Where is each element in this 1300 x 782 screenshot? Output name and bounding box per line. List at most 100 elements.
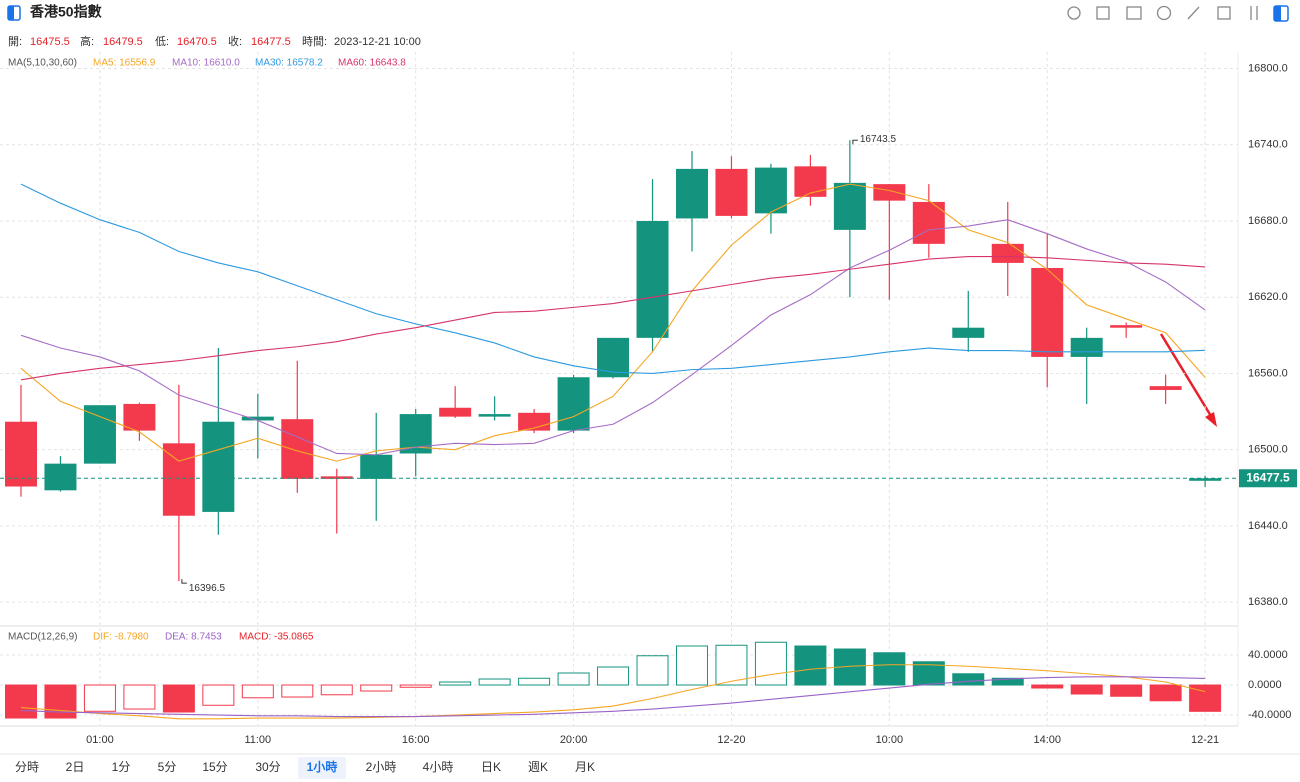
tab[interactable]: 5分 [158, 760, 177, 774]
y-tick-label: 16800.0 [1248, 62, 1288, 74]
candle-body [794, 166, 827, 197]
x-tick-label: 16:00 [402, 734, 430, 746]
macd-bar [83, 684, 116, 712]
legend-entry: MA5: 16556.9 [93, 58, 156, 69]
y-tick-label: 16500.0 [1248, 444, 1288, 456]
macd-bar [952, 673, 985, 686]
refresh-icon[interactable] [1067, 6, 1081, 20]
x-tick-label: 20:00 [560, 734, 588, 746]
candle-body [5, 421, 37, 487]
x-tick-label: 11:00 [244, 734, 271, 746]
info-value: 16477.5 [251, 36, 291, 48]
legend-entry: MA10: 16610.0 [172, 58, 240, 69]
candle-body [439, 407, 472, 417]
grid-icon[interactable] [1217, 6, 1231, 20]
macd-bar [912, 661, 945, 686]
layout-icon-fill[interactable] [1274, 6, 1281, 21]
candle-body [478, 414, 511, 417]
macd-title: MACD(12,26,9) [8, 632, 77, 643]
candle-body [360, 454, 393, 479]
toolbar[interactable] [1067, 5, 1289, 22]
annotation-arrow-head [1205, 412, 1217, 427]
macd-bar [123, 684, 156, 710]
candle-body [320, 476, 353, 479]
macd-legend: DIF: -8.7980 [93, 632, 149, 643]
candle-body [715, 168, 748, 216]
x-tick-label: 10:00 [876, 734, 904, 746]
y-tick-label: 16740.0 [1248, 139, 1288, 151]
macd-bar [518, 677, 551, 686]
tab[interactable]: 4小時 [423, 760, 454, 774]
macd-bar [162, 684, 195, 713]
candle-body [44, 463, 77, 491]
candle-body [557, 377, 590, 431]
price-tag [1239, 469, 1297, 488]
y-tick-label: 16560.0 [1248, 367, 1288, 379]
candle-body [675, 168, 708, 219]
info-label: 時間: [302, 35, 327, 48]
macd-bar [5, 684, 37, 719]
macd-bar [241, 684, 274, 699]
draw-icon[interactable] [1096, 6, 1110, 20]
dif-line [20, 664, 1206, 720]
tab[interactable]: 15分 [202, 760, 227, 774]
percent-icon[interactable] [1187, 6, 1200, 20]
macd-bar [557, 672, 590, 686]
macd-bar [202, 684, 235, 706]
macd-bar [1110, 684, 1143, 697]
candle-body [1070, 337, 1103, 357]
candle-body [1110, 325, 1143, 328]
candle-body [912, 201, 945, 244]
title: 香港50指數 [29, 4, 102, 20]
macd-bar [281, 684, 314, 698]
x-tick-label: 14:00 [1033, 734, 1061, 746]
y-tick-label: 16380.0 [1248, 596, 1288, 608]
tab[interactable]: 2小時 [366, 760, 397, 774]
macd-bar [320, 684, 353, 696]
marker-arrow [852, 139, 858, 145]
ma-line [20, 183, 1206, 374]
candle-body [202, 421, 235, 512]
macd-tick-label: 0.0000 [1248, 679, 1282, 691]
candle-body [1149, 386, 1182, 390]
macd-bar [873, 652, 906, 686]
candle-body [1031, 267, 1064, 357]
legend-entry: MA30: 16578.2 [255, 58, 323, 69]
tab[interactable]: 1分 [112, 760, 131, 774]
info-value: 16470.5 [177, 36, 217, 48]
ma-line [20, 183, 1206, 462]
tab[interactable]: 週K [528, 760, 548, 774]
x-tick-label: 12-20 [717, 734, 745, 746]
candle-body [636, 220, 669, 338]
tab[interactable]: 分時 [15, 760, 39, 774]
macd-bar [478, 678, 511, 686]
candle-body [833, 182, 866, 230]
ma-title: MA(5,10,30,60) [8, 58, 77, 69]
price-tag-label: 16477.5 [1246, 470, 1290, 484]
pie-icon[interactable] [1156, 5, 1172, 21]
ma-line [20, 256, 1206, 381]
info-value: 2023-12-21 10:00 [334, 36, 421, 48]
macd-bar [44, 684, 77, 719]
tab-active-bg [298, 757, 346, 779]
indicator-icon[interactable] [1126, 6, 1142, 20]
tab[interactable]: 30分 [255, 760, 280, 774]
tab[interactable]: 1小時 [307, 759, 338, 774]
tab[interactable]: 2日 [66, 760, 85, 774]
macd-bar [754, 641, 787, 686]
macd-bar [1031, 684, 1064, 689]
candle-body [952, 327, 985, 338]
y-tick-label: 16620.0 [1248, 291, 1288, 303]
info-value: 16479.5 [103, 36, 143, 48]
ma-line [20, 219, 1206, 456]
info-value: 16475.5 [30, 36, 70, 48]
macd-bar [715, 644, 748, 686]
macd-bar [1189, 684, 1222, 712]
candle-body [597, 337, 630, 378]
tab[interactable]: 月K [575, 760, 595, 774]
tab[interactable]: 日K [481, 760, 501, 774]
marker-arrow [181, 579, 187, 584]
info-label: 高: [80, 34, 94, 48]
